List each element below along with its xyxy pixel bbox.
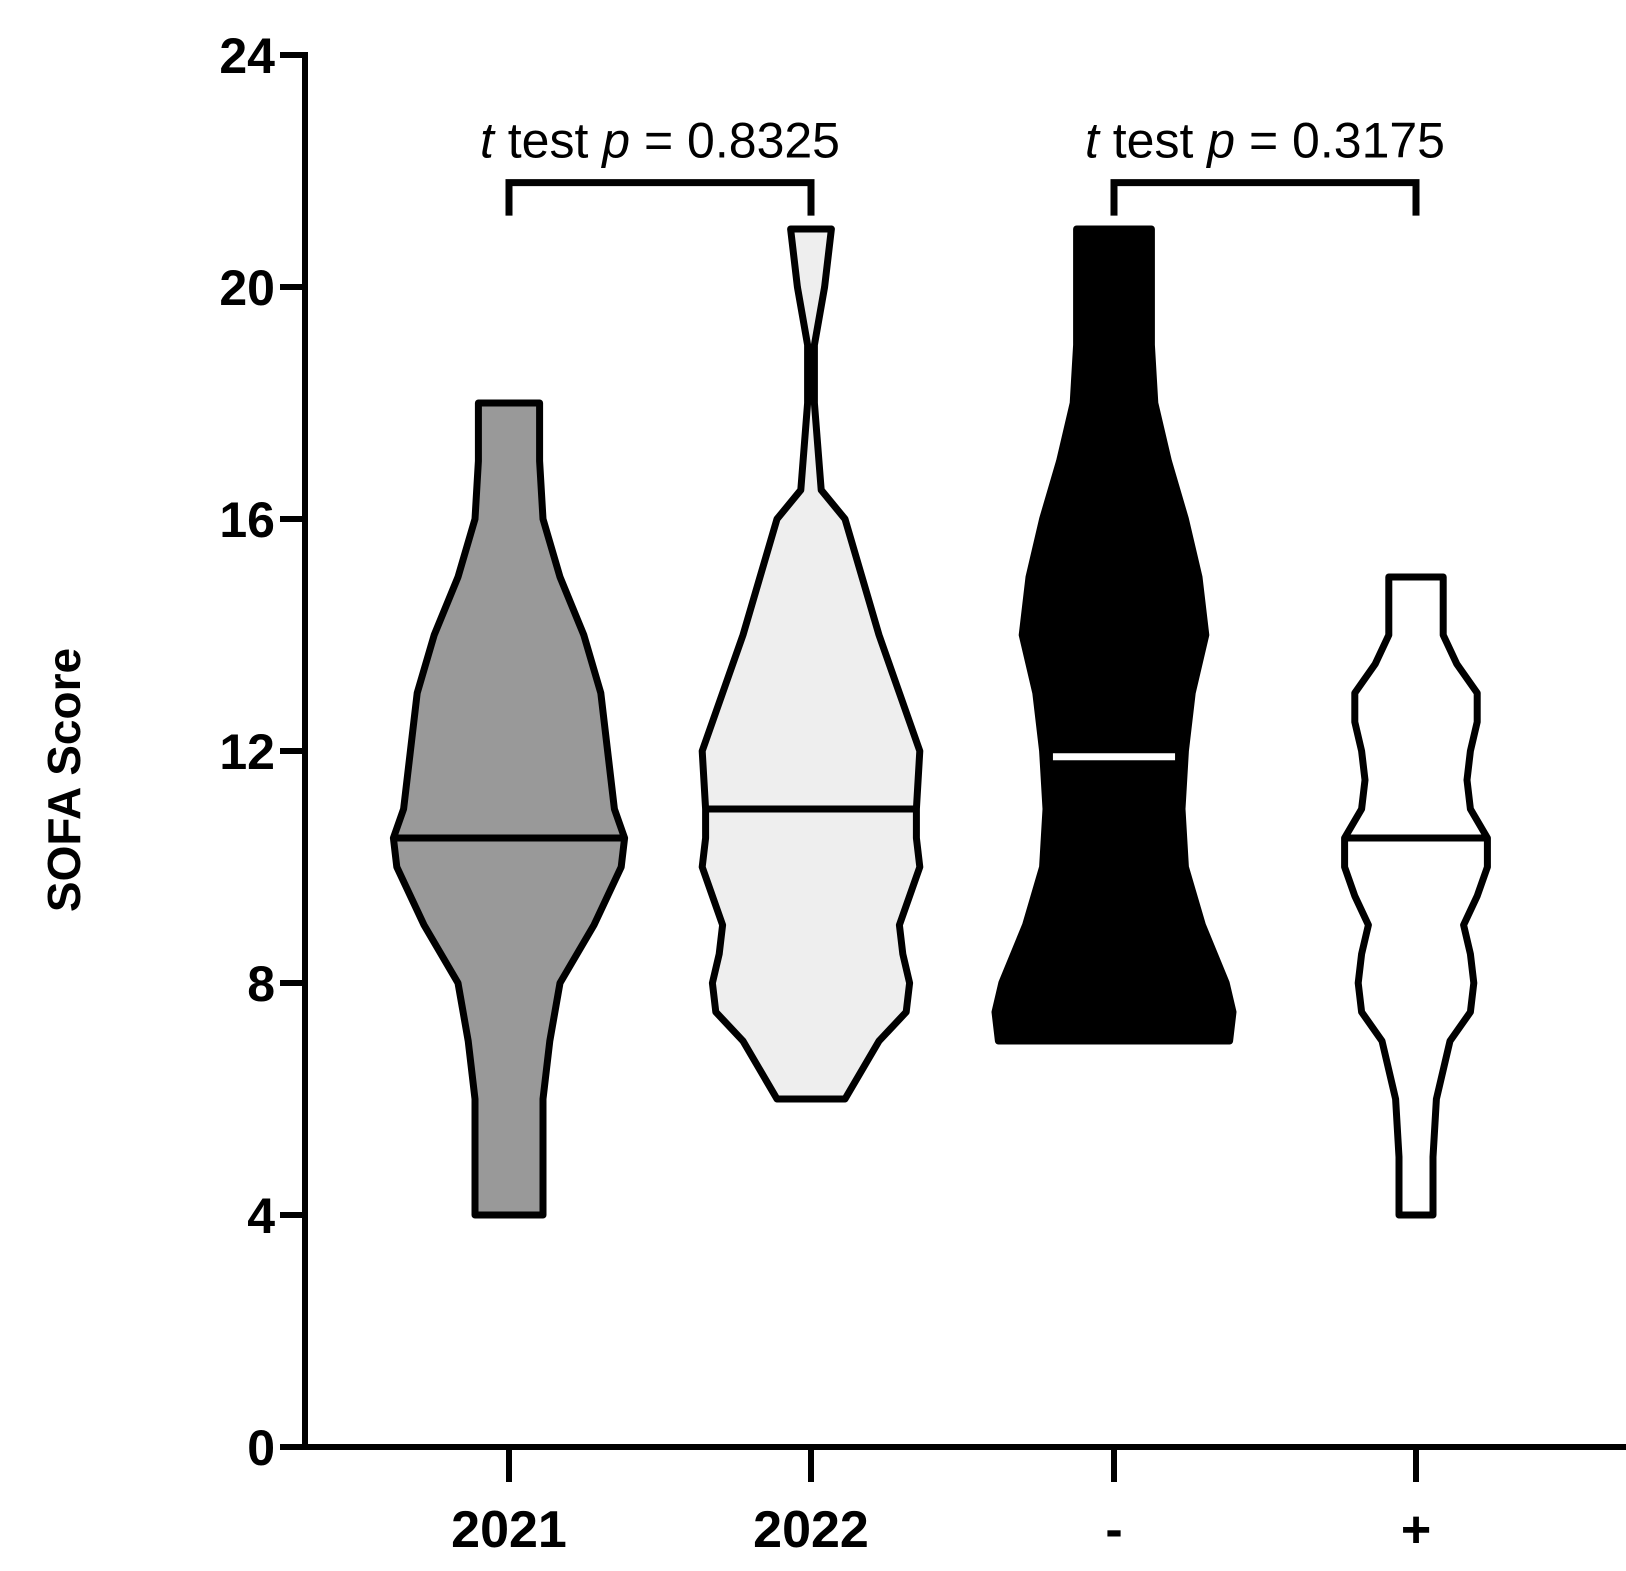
- y-axis-title: SOFA Score: [38, 648, 90, 912]
- p-value-label-1: t test p = 0.3175: [1085, 113, 1445, 169]
- y-tick-label-5: 20: [219, 260, 275, 316]
- bracket-0: [505, 179, 815, 216]
- violin-3: [1341, 573, 1491, 1219]
- p-value-label-0: t test p = 0.8325: [480, 113, 840, 169]
- annotations-layer: t test p = 0.8325 t test p = 0.3175: [480, 113, 1445, 216]
- violin-2: [991, 225, 1237, 1045]
- x-tick-label-2: -: [1105, 1501, 1122, 1559]
- violins-layer: [389, 225, 1491, 1219]
- x-tick-label-3: +: [1401, 1501, 1431, 1559]
- axes-layer: 0 4 8 12 16 20 24 2021 2022 - +: [219, 28, 1626, 1559]
- violin-1: [698, 225, 924, 1103]
- y-tick-label-4: 16: [219, 492, 275, 548]
- y-tick-label-3: 12: [219, 724, 275, 780]
- violin-0: [389, 399, 629, 1219]
- y-tick-label-0: 0: [247, 1420, 275, 1476]
- x-tick-label-0: 2021: [451, 1501, 567, 1559]
- bracket-1: [1110, 179, 1420, 216]
- y-tick-label-1: 4: [247, 1188, 275, 1244]
- y-tick-label-2: 8: [247, 956, 275, 1012]
- y-tick-label-6: 24: [219, 28, 275, 84]
- x-tick-label-1: 2022: [753, 1501, 869, 1559]
